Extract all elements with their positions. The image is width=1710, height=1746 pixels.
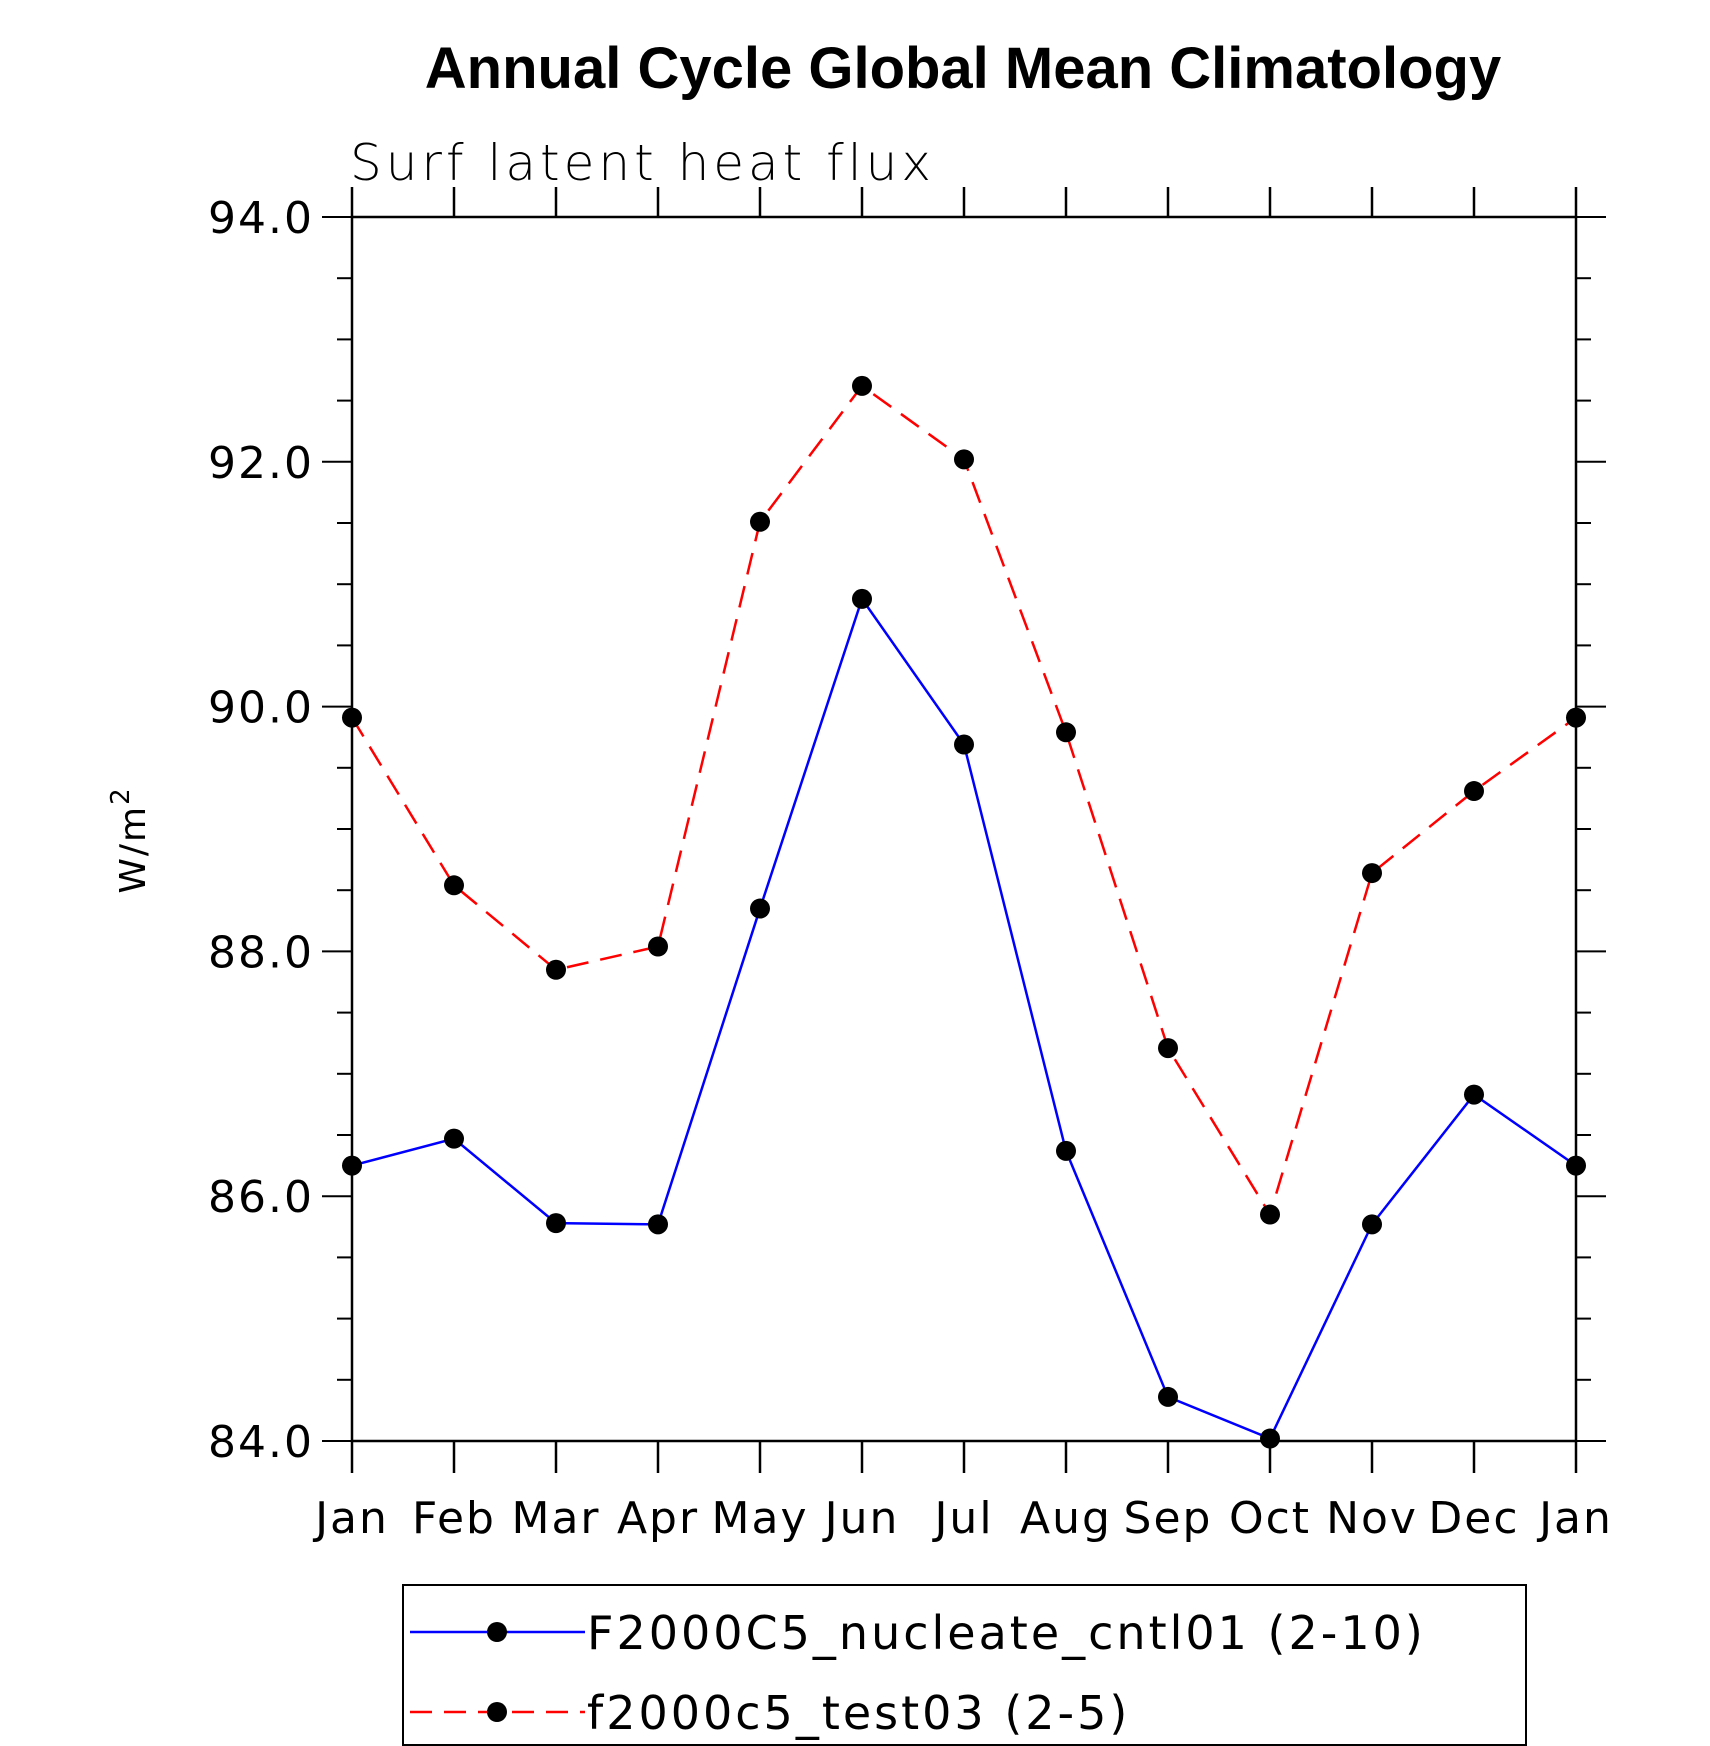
y-tick-label: 88.0 [208,927,314,978]
plot-frame [350,215,1578,1443]
legend: F2000C5_nucleate_cntl01 (2-10) f2000c5_te… [402,1584,1527,1746]
x-tick-label: Jan [312,1493,389,1544]
data-point-series-1 [852,588,872,609]
chart-title: Annual Cycle Global Mean Climatology [425,36,1501,101]
y-axis-label-text: W/m [113,805,154,894]
y-tick-label: 92.0 [208,438,314,489]
data-point-series-2 [1056,722,1076,743]
y-axis-ticks [322,216,1606,1442]
data-point-series-1 [444,1128,464,1149]
data-point-series-1 [1464,1084,1484,1105]
y-axis-label: W/m2 [106,786,154,893]
legend-marker-2 [487,1702,507,1722]
data-point-series-2 [1158,1038,1178,1059]
data-point-series-2 [954,449,974,470]
data-point-series-1 [1260,1428,1280,1449]
x-tick-label: Nov [1326,1493,1418,1544]
x-tick-label: May [712,1493,809,1544]
data-point-series-1 [546,1213,566,1234]
data-point-series-1 [1362,1214,1382,1235]
x-tick-label: Jan [1536,1493,1613,1544]
series-markers [342,375,1586,1449]
x-tick-label: Mar [511,1493,600,1544]
legend-marker-1 [487,1622,507,1642]
data-point-series-2 [342,707,362,728]
y-tick-label: 90.0 [208,683,314,734]
x-tick-label: Feb [412,1493,496,1544]
x-tick-label: Jun [822,1493,900,1544]
data-point-series-2 [546,959,566,980]
y-axis-label-superscript: 2 [106,786,136,805]
data-point-series-2 [1260,1204,1280,1225]
x-tick-label: Sep [1124,1493,1213,1544]
x-tick-label: Aug [1020,1493,1112,1544]
data-point-series-1 [342,1155,362,1176]
y-tick-label: 94.0 [208,193,314,244]
x-tick-label: Dec [1428,1493,1519,1544]
data-point-series-2 [1464,781,1484,802]
legend-label-1: F2000C5_nucleate_cntl01 (2-10) [587,1606,1426,1660]
data-point-series-2 [648,936,668,957]
data-point-series-2 [1362,863,1382,884]
legend-box [402,1584,1527,1746]
data-point-series-1 [648,1214,668,1235]
data-point-series-1 [1056,1140,1076,1161]
data-point-series-2 [444,875,464,896]
data-point-series-1 [954,734,974,755]
x-tick-label: Apr [617,1493,699,1544]
y-tick-label: 86.0 [208,1172,314,1223]
series-line-2 [350,384,1577,1218]
y-tick-label: 84.0 [208,1417,314,1468]
data-point-series-2 [750,511,770,532]
data-point-series-1 [1158,1386,1178,1407]
x-axis-ticks [350,187,1578,1473]
chart-subtitle: Surf latent heat flux [350,134,935,192]
data-point-series-1 [750,898,770,919]
legend-label-2: f2000c5_test03 (2-5) [587,1686,1130,1740]
plot-border [350,215,1578,1443]
series-lines [350,384,1577,1441]
legend-entries: F2000C5_nucleate_cntl01 (2-10) f2000c5_te… [410,1606,1426,1740]
x-tick-label: Jul [931,1493,993,1544]
x-axis-tick-labels: Jan Feb Mar Apr May Jun Jul Aug Sep Oct Nov Dec Jan [312,1493,1613,1544]
x-tick-label: Oct [1229,1493,1311,1544]
data-point-series-2 [1566,707,1586,728]
data-point-series-1 [1566,1155,1586,1176]
data-point-series-2 [852,375,872,396]
y-axis-tick-labels: 84.0 86.0 88.0 90.0 92.0 94.0 [208,193,314,1468]
series-line-1 [351,596,1577,1441]
